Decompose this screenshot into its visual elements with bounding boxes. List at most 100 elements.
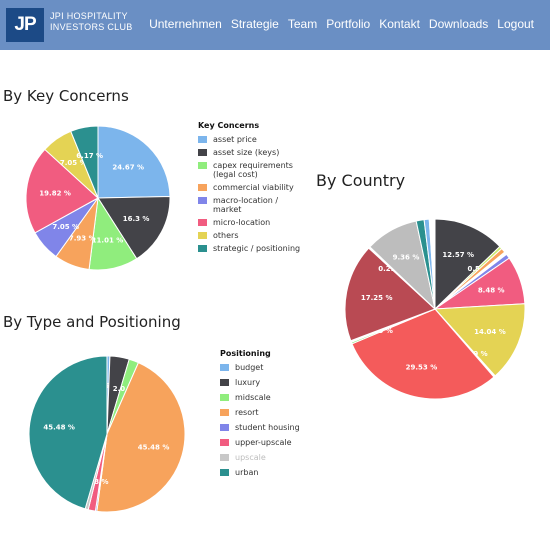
- pie-slice-segment-9[interactable]: [351, 308, 495, 400]
- nav-portfolio[interactable]: Portfolio: [326, 17, 371, 31]
- slice-data-label: 2.0 %: [113, 385, 135, 393]
- slice-data-label: 6.17 %: [76, 152, 103, 160]
- legend-item-asset-size-keys[interactable]: asset size (keys): [198, 148, 308, 157]
- slice-data-label: 8.48 %: [478, 286, 505, 294]
- legend-item-micro-location[interactable]: micro-location: [198, 218, 308, 227]
- nav-kontakt[interactable]: Kontakt: [379, 17, 420, 31]
- legend-swatch: [220, 379, 229, 386]
- legend-swatch: [220, 424, 229, 431]
- slice-data-label: 0.6 %: [97, 382, 119, 390]
- pie-slice-strategic-positioning[interactable]: [70, 125, 99, 199]
- legend-item-capex-requirements-legal-cost[interactable]: capex requirements (legal cost): [198, 161, 308, 179]
- key-concerns-pie-chart: 24.67 % 16.3 % 11.01 %7.93 % 7.05 % 19.82 % 7…: [25, 125, 171, 271]
- slice-data-label: 0.29 %: [378, 265, 405, 273]
- pie-slice-segment-7[interactable]: [433, 303, 526, 377]
- legend-label: upper-upscale: [235, 438, 292, 447]
- nav-downloads[interactable]: Downloads: [428, 17, 489, 31]
- legend-label: strategic / positioning: [213, 244, 301, 253]
- slice-data-label: 7.05 %: [60, 159, 87, 167]
- type-positioning-pie-chart: 0.6 %2.0 % 45.48 % 1.8 % 45.48 %: [28, 355, 186, 513]
- slice-data-label: 45.48 %: [138, 444, 170, 452]
- legend-item-luxury[interactable]: luxury: [220, 378, 320, 387]
- pie-slice-segment-1[interactable]: [434, 218, 501, 311]
- slice-data-label: 1.8 %: [87, 478, 109, 486]
- pie-slice-segment-17[interactable]: [428, 218, 436, 310]
- nav-team[interactable]: Team: [287, 17, 318, 31]
- legend-label: budget: [235, 363, 264, 372]
- pie-slice-asset-size-keys[interactable]: [97, 195, 171, 260]
- legend-item-commercial-viability[interactable]: commercial viability: [198, 183, 308, 192]
- slice-data-label: 0.29 %: [366, 327, 393, 335]
- nav-logout[interactable]: Logout: [497, 17, 534, 31]
- legend-item-budget[interactable]: budget: [220, 363, 320, 372]
- legend-label: asset size (keys): [213, 148, 280, 157]
- legend-label: others: [213, 231, 239, 240]
- legend-swatch: [220, 409, 229, 416]
- legend-swatch: [220, 454, 229, 461]
- legend-title: Positioning: [220, 349, 271, 358]
- legend-swatch: [198, 245, 207, 252]
- slice-data-label: 29.53 %: [406, 363, 438, 371]
- slice-data-label: 0.5 %: [467, 265, 489, 273]
- slice-data-label: 7.93 %: [69, 235, 96, 243]
- legend-swatch: [220, 394, 229, 401]
- slice-data-label: 45.48 %: [43, 424, 75, 432]
- legend-label: macro-location / market: [213, 196, 279, 214]
- pie-slice-urban[interactable]: [28, 355, 108, 510]
- legend-swatch: [198, 219, 207, 226]
- legend-swatch: [198, 232, 207, 239]
- key-concerns-title: By Key Concerns: [3, 87, 129, 105]
- legend-label: urban: [235, 468, 259, 477]
- legend-label: upscale: [235, 453, 266, 462]
- legend-swatch: [198, 197, 207, 204]
- slice-data-label: 24.67 %: [112, 164, 144, 172]
- legend-swatch: [220, 364, 229, 371]
- legend-item-strategic-positioning[interactable]: strategic / positioning: [198, 244, 308, 253]
- legend-item-urban[interactable]: urban: [220, 468, 320, 477]
- main-nav: Unternehmen Strategie Team Portfolio Kon…: [149, 17, 534, 31]
- positioning-legend: Positioning budget luxury midscale resort st…: [220, 349, 320, 483]
- legend-item-macro-location-market[interactable]: macro-location / market: [198, 196, 308, 214]
- nav-unternehmen[interactable]: Unternehmen: [149, 17, 222, 31]
- slice-data-label: 12.57 %: [442, 251, 474, 259]
- country-pie-chart: 12.57 % 0.5 % 8.48 % 14.04 % 0.29 % 29.53 % 0.…: [344, 218, 526, 400]
- legend-item-asset-price[interactable]: asset price: [198, 135, 308, 144]
- legend-item-resort[interactable]: resort: [220, 408, 320, 417]
- slice-data-label: 11.01 %: [92, 237, 124, 245]
- legend-item-student-housing[interactable]: student housing: [220, 423, 320, 432]
- key-concerns-legend: Key Concerns asset price asset size (keys…: [198, 121, 308, 257]
- legend-label: capex requirements (legal cost): [213, 161, 293, 179]
- pie-slice-segment-12[interactable]: [344, 247, 436, 342]
- slice-data-label: 19.82 %: [39, 189, 71, 197]
- legend-label: student housing: [235, 423, 300, 432]
- pie-slice-resort[interactable]: [96, 361, 186, 513]
- legend-label: resort: [235, 408, 259, 417]
- slice-data-label: 16.3 %: [123, 215, 150, 223]
- logo-line-2: INVESTORS CLUB: [50, 22, 133, 32]
- slice-data-label: 9.36 %: [393, 254, 420, 262]
- slice-data-label: 14.04 %: [474, 328, 506, 336]
- nav-strategie[interactable]: Strategie: [230, 17, 279, 31]
- logo-text[interactable]: JPI HOSPITALITY INVESTORS CLUB: [50, 11, 133, 33]
- type-positioning-title: By Type and Positioning: [3, 313, 181, 331]
- legend-swatch: [220, 469, 229, 476]
- pie-slice-micro-location[interactable]: [25, 148, 99, 234]
- legend-item-others[interactable]: others: [198, 231, 308, 240]
- legend-title: Key Concerns: [198, 121, 260, 130]
- legend-swatch: [198, 162, 207, 169]
- legend-item-upscale[interactable]: upscale: [220, 453, 320, 462]
- pie-slice-asset-price[interactable]: [97, 125, 171, 199]
- legend-label: asset price: [213, 135, 257, 144]
- legend-label: commercial viability: [213, 183, 294, 192]
- legend-label: micro-location: [213, 218, 271, 227]
- legend-item-midscale[interactable]: midscale: [220, 393, 320, 402]
- legend-item-upper-upscale[interactable]: upper-upscale: [220, 438, 320, 447]
- legend-swatch: [198, 184, 207, 191]
- legend-label: luxury: [235, 378, 261, 387]
- slice-data-label: 7.05 %: [52, 223, 79, 231]
- legend-swatch: [220, 439, 229, 446]
- slice-data-label: 17.25 %: [361, 294, 393, 302]
- logo-mark[interactable]: JP: [6, 8, 44, 42]
- legend-label: midscale: [235, 393, 271, 402]
- legend-swatch: [198, 136, 207, 143]
